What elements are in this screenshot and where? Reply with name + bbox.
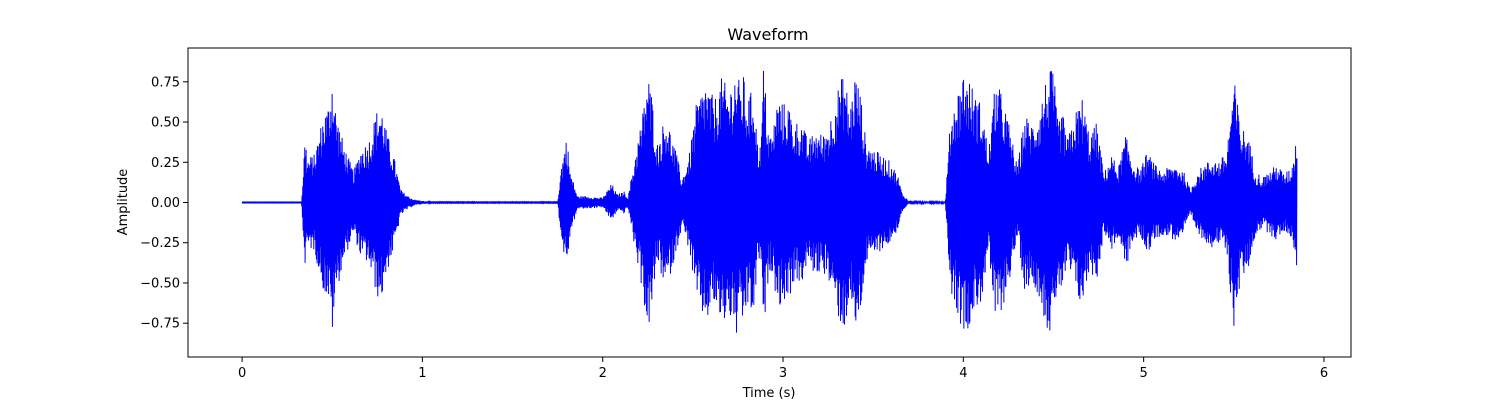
x-tick-label: 3	[779, 366, 787, 381]
y-axis-ticks: −0.75 −0.50 −0.25 0.00 0.25 0.50 0.75	[140, 75, 188, 332]
x-tick-label: 0	[238, 366, 246, 381]
x-tick-label: 5	[1140, 366, 1148, 381]
y-tick-label: 0.25	[151, 156, 180, 171]
y-tick-label: −0.75	[140, 317, 180, 332]
x-axis-label: Time (s)	[742, 386, 796, 400]
y-tick-label: 0.00	[151, 196, 180, 211]
y-axis-label: Amplitude	[116, 169, 131, 236]
y-tick-label: −0.25	[140, 236, 180, 251]
x-tick-label: 6	[1320, 366, 1328, 381]
x-tick-label: 2	[599, 366, 607, 381]
x-tick-label: 4	[959, 366, 967, 381]
x-axis-ticks: 0 1 2 3 4 5 6	[238, 357, 1328, 381]
plot-area	[241, 70, 1298, 333]
chart-title: Waveform	[727, 25, 808, 44]
y-tick-label: 0.75	[151, 75, 180, 90]
y-tick-label: 0.50	[151, 116, 180, 131]
y-tick-label: −0.50	[140, 276, 180, 291]
x-tick-label: 1	[418, 366, 426, 381]
